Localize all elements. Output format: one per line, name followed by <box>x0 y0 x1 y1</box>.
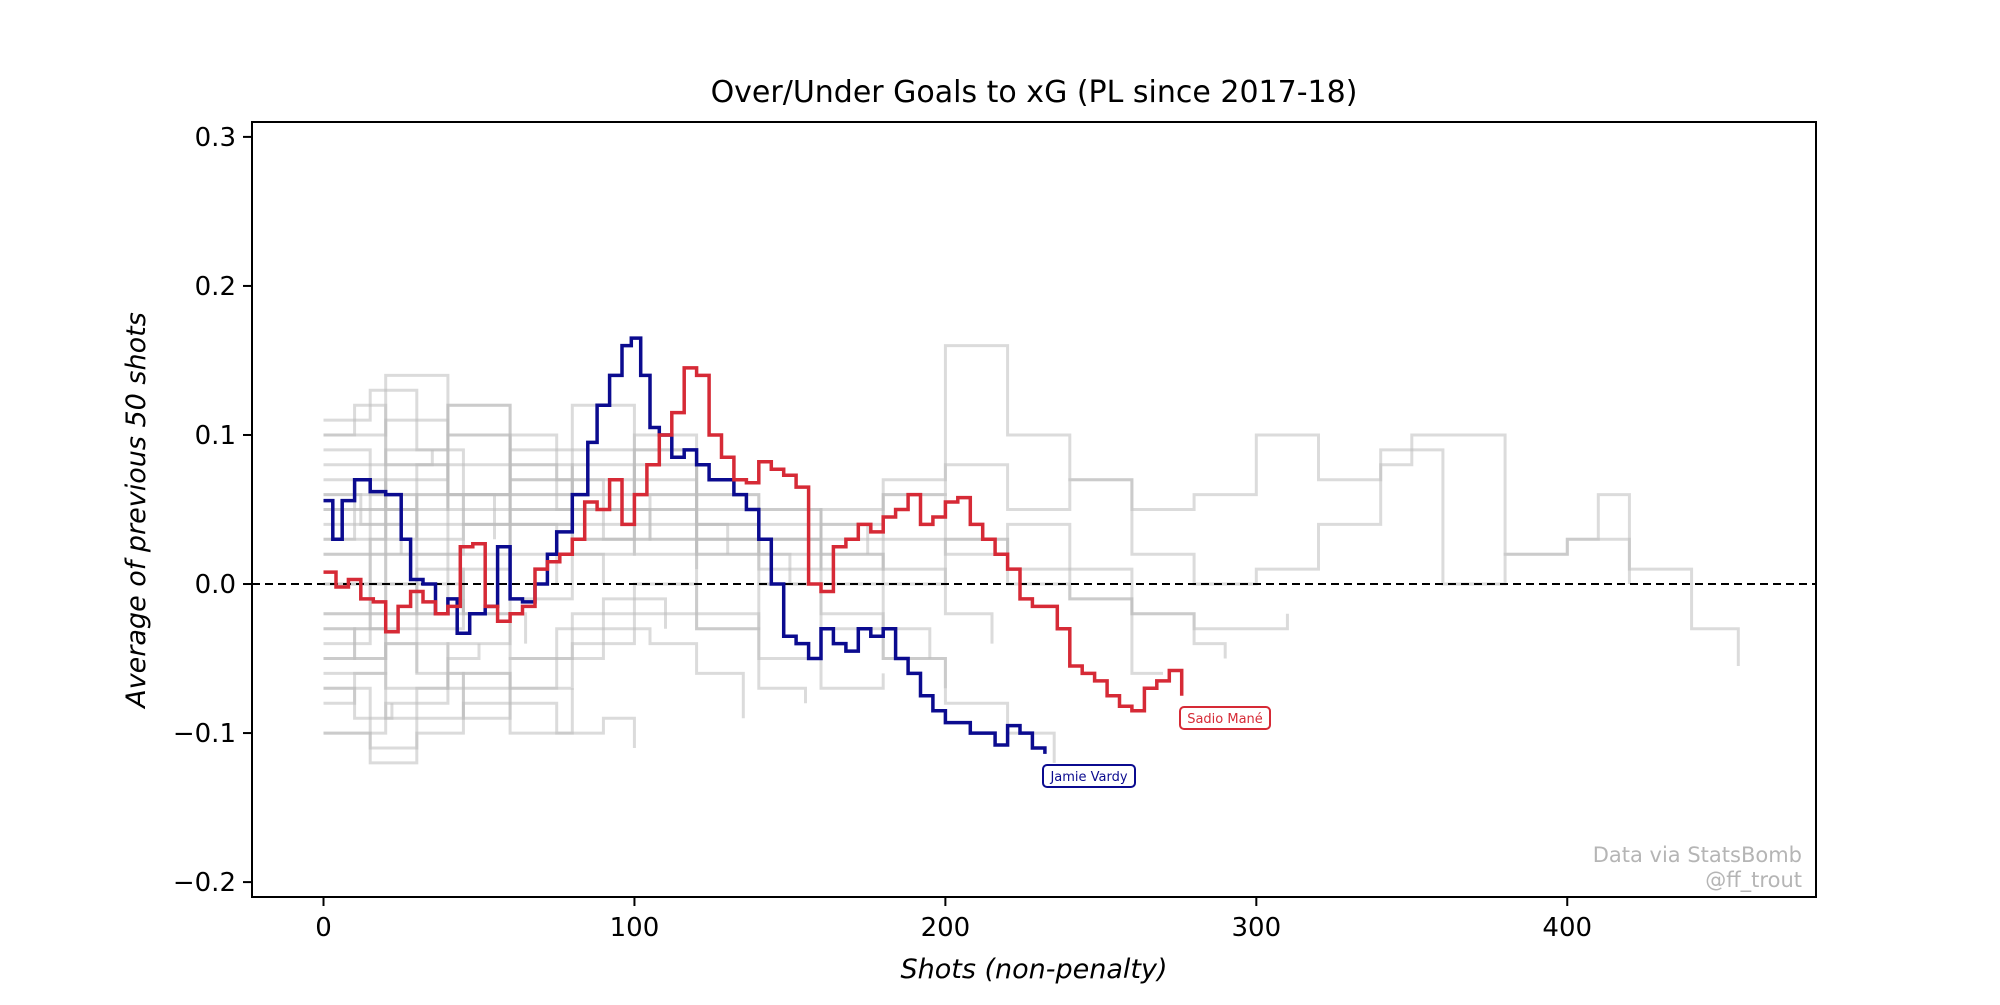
callout-sadio-mane: Sadio Mané <box>1179 706 1271 730</box>
background-series-line-28 <box>323 627 419 674</box>
x-tick-label: 200 <box>921 913 971 943</box>
y-tick-label: 0.0 <box>195 570 236 600</box>
x-tick-label: 400 <box>1542 913 1592 943</box>
y-tick-label: 0.2 <box>195 272 236 302</box>
credit-data-source: Data via StatsBomb <box>1593 843 1802 867</box>
background-series-line-30 <box>323 686 394 720</box>
x-tick-label: 0 <box>315 913 332 943</box>
callout-jamie-vardy: Jamie Vardy <box>1042 764 1136 788</box>
callout-box-sadio-mane <box>1179 706 1271 730</box>
y-axis-label: Average of previous 50 shots <box>121 312 152 710</box>
background-series-group <box>323 344 1740 765</box>
credit-author-handle: @ff_trout <box>1705 868 1802 893</box>
chart-title: Over/Under Goals to xG (PL since 2017-18… <box>711 75 1358 110</box>
y-tick-label: 0.1 <box>195 421 236 451</box>
y-tick-label: −0.2 <box>173 868 236 898</box>
background-series-line-24 <box>323 643 481 720</box>
callout-label-sadio-mane: Sadio Mané <box>1187 712 1263 727</box>
background-series-line-12 <box>323 582 807 704</box>
background-series-line-16 <box>323 671 636 750</box>
callout-box-jamie-vardy <box>1042 764 1136 788</box>
callout-label-jamie-vardy: Jamie Vardy <box>1049 770 1127 785</box>
x-axis-label: Shots (non-penalty) <box>900 954 1167 985</box>
plot-frame <box>251 121 1817 898</box>
highlighted-series-group <box>323 336 1184 754</box>
x-tick-label: 300 <box>1231 913 1281 943</box>
series-callouts: Jamie Vardy Sadio Mané <box>1042 706 1271 788</box>
series-line-sadio-man- <box>323 366 1184 713</box>
x-tick-label: 100 <box>610 913 660 943</box>
axes-group: 0 100 200 300 400 −0.2 −0.1 0.0 0.1 0.2 0.3 <box>173 121 1817 943</box>
y-tick-label: −0.1 <box>173 719 236 749</box>
background-series-line-20 <box>323 688 574 765</box>
background-series-line-27 <box>323 403 434 467</box>
y-tick-label: 0.3 <box>195 123 236 153</box>
